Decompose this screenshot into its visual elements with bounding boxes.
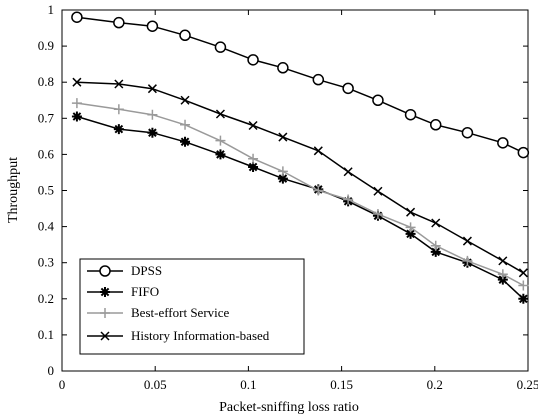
series-line (76, 81, 524, 274)
x-axis: 0 0.05 0.1 0.15 0.2 0.25 (59, 10, 538, 392)
x-tick-label: 0.15 (330, 377, 353, 392)
data-point (277, 166, 288, 177)
data-point (114, 79, 124, 89)
series-layer (71, 11, 530, 304)
data-point (278, 132, 288, 142)
data-point (147, 127, 158, 138)
y-tick-label: 0.1 (38, 327, 54, 342)
data-point (498, 256, 508, 266)
legend-marker (100, 331, 110, 341)
legend-label: DPSS (131, 263, 162, 278)
data-point (429, 119, 442, 131)
legend-items: DPSS FIFO Best-effort Service History Infor… (87, 263, 270, 343)
legend-item: FIFO (87, 284, 159, 299)
data-point (462, 255, 473, 266)
data-point (71, 111, 82, 122)
data-point (497, 137, 509, 149)
data-point (343, 194, 354, 205)
data-point (248, 120, 258, 131)
legend-label: History Information-based (131, 328, 270, 343)
data-point (404, 108, 417, 121)
data-point (147, 109, 158, 120)
data-point (372, 94, 384, 106)
data-point (372, 208, 383, 219)
data-point (462, 236, 472, 246)
data-point (430, 246, 441, 257)
data-point (373, 186, 383, 196)
y-tick-label: 0.5 (38, 183, 54, 198)
y-tick-label: 0.3 (38, 255, 54, 270)
x-tick-label: 0.05 (144, 377, 167, 392)
data-point (248, 153, 259, 164)
data-point (180, 119, 191, 130)
legend-label: FIFO (131, 284, 159, 299)
y-tick-label: 0.4 (38, 219, 55, 234)
data-point (215, 109, 225, 119)
data-point (113, 104, 124, 115)
data-point (517, 146, 530, 159)
data-point (71, 11, 83, 23)
legend-item: History Information-based (87, 328, 270, 343)
legend-marker (100, 287, 110, 297)
data-point (215, 149, 226, 160)
data-point (518, 293, 529, 304)
data-point (312, 73, 325, 86)
legend: DPSS FIFO Best-effort Service History Infor… (79, 258, 305, 355)
data-point (215, 135, 226, 146)
data-point (247, 54, 259, 66)
y-tick-label: 0 (48, 363, 55, 378)
legend-box (79, 258, 305, 355)
series-history-information-based (72, 77, 528, 278)
data-point (313, 146, 323, 156)
x-tick-label: 0 (59, 377, 66, 392)
data-point (147, 84, 157, 94)
data-point (497, 274, 508, 285)
data-point (405, 228, 416, 239)
data-point (146, 20, 159, 32)
data-point (179, 29, 191, 42)
y-axis: 0 0.1 0.2 0.3 0.4 0.5 0.6 0.7 0.8 0.9 1 (38, 2, 528, 378)
data-point (248, 162, 259, 173)
y-tick-label: 0.7 (38, 110, 55, 125)
series-best-effort-service (71, 98, 529, 291)
data-point (71, 98, 82, 109)
legend-item: DPSS (87, 263, 162, 278)
y-axis-title: Throughput (6, 157, 21, 223)
y-tick-label: 0.9 (38, 38, 54, 53)
data-point (180, 95, 190, 105)
data-point (430, 240, 441, 251)
data-point (313, 185, 324, 196)
data-point (113, 16, 125, 29)
y-tick-label: 0.6 (38, 146, 55, 161)
x-axis-title: Packet-sniffing loss ratio (219, 400, 359, 415)
data-point (497, 269, 508, 280)
data-point (113, 124, 124, 135)
y-tick-label: 0.8 (38, 74, 54, 89)
data-point (406, 207, 416, 217)
data-point (180, 136, 191, 147)
data-point (214, 41, 227, 53)
legend-item: Best-effort Service (87, 305, 230, 320)
y-tick-label: 0.2 (38, 291, 54, 306)
x-tick-label: 0.2 (427, 377, 443, 392)
y-tick-label: 1 (48, 2, 55, 17)
legend-marker (100, 308, 110, 318)
legend-marker (99, 265, 111, 277)
data-point (405, 222, 416, 233)
data-point (72, 77, 82, 87)
data-point (518, 280, 529, 291)
data-point (461, 126, 474, 139)
data-point (431, 218, 441, 228)
data-point (277, 173, 288, 184)
data-point (342, 82, 354, 95)
series-dpss (71, 11, 530, 159)
legend-label: Best-effort Service (131, 305, 230, 320)
x-tick-label: 0.25 (517, 377, 538, 392)
data-point (518, 268, 528, 278)
data-point (277, 62, 289, 74)
x-tick-label: 0.1 (240, 377, 256, 392)
data-point (343, 167, 353, 177)
